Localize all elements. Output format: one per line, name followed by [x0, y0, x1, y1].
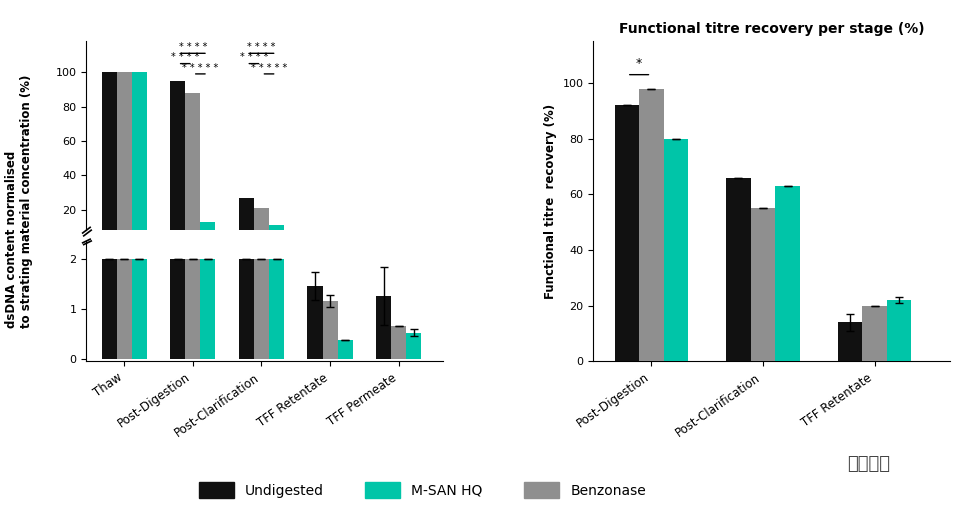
Bar — [392, 240, 406, 244]
Bar — [185, 259, 201, 359]
Bar — [307, 286, 323, 359]
Bar — [776, 186, 800, 361]
Bar — [406, 333, 421, 359]
Bar — [392, 326, 406, 359]
Bar — [116, 259, 132, 359]
Text: * * * *: * * * * — [248, 42, 276, 52]
Bar — [269, 225, 284, 244]
Text: 倍笼生物: 倍笼生物 — [848, 456, 890, 473]
Bar — [376, 296, 392, 359]
Text: dsDNA content normalised
to strating material concentration (%): dsDNA content normalised to strating mat… — [5, 74, 33, 328]
Bar — [239, 198, 254, 244]
Bar — [201, 259, 215, 359]
Bar — [726, 178, 751, 361]
Text: * * * *: * * * * — [240, 52, 268, 62]
Text: * * * *: * * * * — [179, 42, 207, 52]
Text: *: * — [636, 57, 642, 71]
Bar — [663, 139, 688, 361]
Text: * * * *: * * * * — [171, 52, 200, 62]
Bar — [185, 93, 201, 244]
Bar — [170, 259, 185, 359]
Bar — [254, 259, 269, 359]
Bar — [338, 340, 352, 359]
Bar — [338, 240, 352, 244]
Bar — [887, 300, 911, 361]
Text: * * * * *: * * * * * — [251, 62, 287, 73]
Bar — [323, 240, 338, 244]
Bar — [406, 240, 421, 244]
Bar — [116, 72, 132, 244]
Bar — [170, 81, 185, 244]
Bar — [751, 208, 776, 361]
Y-axis label: Functional titre  recovery (%): Functional titre recovery (%) — [544, 104, 557, 299]
Bar — [239, 259, 254, 359]
Bar — [862, 305, 887, 361]
Bar — [376, 240, 392, 244]
Title: Functional titre recovery per stage (%): Functional titre recovery per stage (%) — [619, 22, 924, 36]
Bar — [254, 208, 269, 244]
Bar — [614, 105, 639, 361]
Bar — [132, 259, 147, 359]
Text: * * * * *: * * * * * — [182, 62, 219, 73]
Bar — [269, 259, 284, 359]
Bar — [639, 89, 663, 361]
Bar — [201, 221, 215, 244]
Bar — [838, 322, 862, 361]
Legend: Undigested, M-SAN HQ, Benzonase: Undigested, M-SAN HQ, Benzonase — [193, 477, 652, 504]
Bar — [323, 301, 338, 359]
Bar — [132, 72, 147, 244]
Bar — [102, 72, 116, 244]
Bar — [307, 240, 323, 244]
Bar — [102, 259, 116, 359]
